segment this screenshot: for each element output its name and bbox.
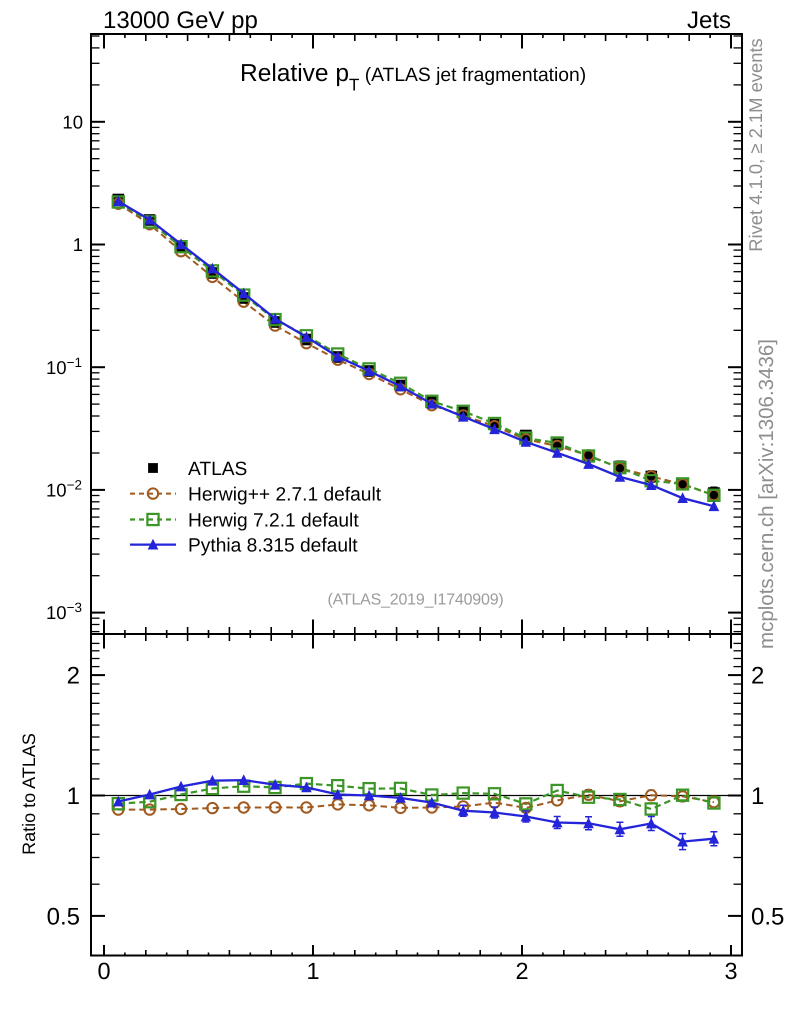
svg-text:1: 1	[306, 958, 319, 984]
svg-text:2: 2	[751, 663, 764, 690]
svg-text:ATLAS: ATLAS	[188, 459, 247, 480]
svg-text:1: 1	[73, 234, 83, 255]
svg-text:0: 0	[97, 958, 110, 984]
svg-text:2: 2	[515, 958, 528, 984]
svg-text:(ATLAS_2019_I1740909): (ATLAS_2019_I1740909)	[327, 592, 503, 609]
svg-text:mcplots.cern.ch [arXiv:1306.34: mcplots.cern.ch [arXiv:1306.3436]	[755, 339, 778, 649]
svg-text:Jets: Jets	[687, 7, 731, 34]
svg-text:Rivet 4.1.0, ≥ 2.1M events: Rivet 4.1.0, ≥ 2.1M events	[745, 38, 766, 252]
svg-text:Herwig 7.2.1 default: Herwig 7.2.1 default	[188, 510, 359, 531]
svg-text:3: 3	[724, 958, 737, 984]
svg-text:13000 GeV pp: 13000 GeV pp	[103, 7, 258, 34]
svg-text:Ratio to ATLAS: Ratio to ATLAS	[19, 733, 39, 855]
svg-text:10: 10	[62, 111, 83, 132]
svg-text:1: 1	[751, 783, 764, 810]
svg-text:Pythia 8.315 default: Pythia 8.315 default	[188, 535, 358, 556]
svg-text:2: 2	[67, 663, 80, 690]
svg-text:1: 1	[67, 783, 80, 810]
svg-text:Herwig++ 2.7.1 default: Herwig++ 2.7.1 default	[188, 484, 382, 505]
svg-text:0.5: 0.5	[751, 903, 784, 930]
svg-text:0.5: 0.5	[47, 903, 80, 930]
